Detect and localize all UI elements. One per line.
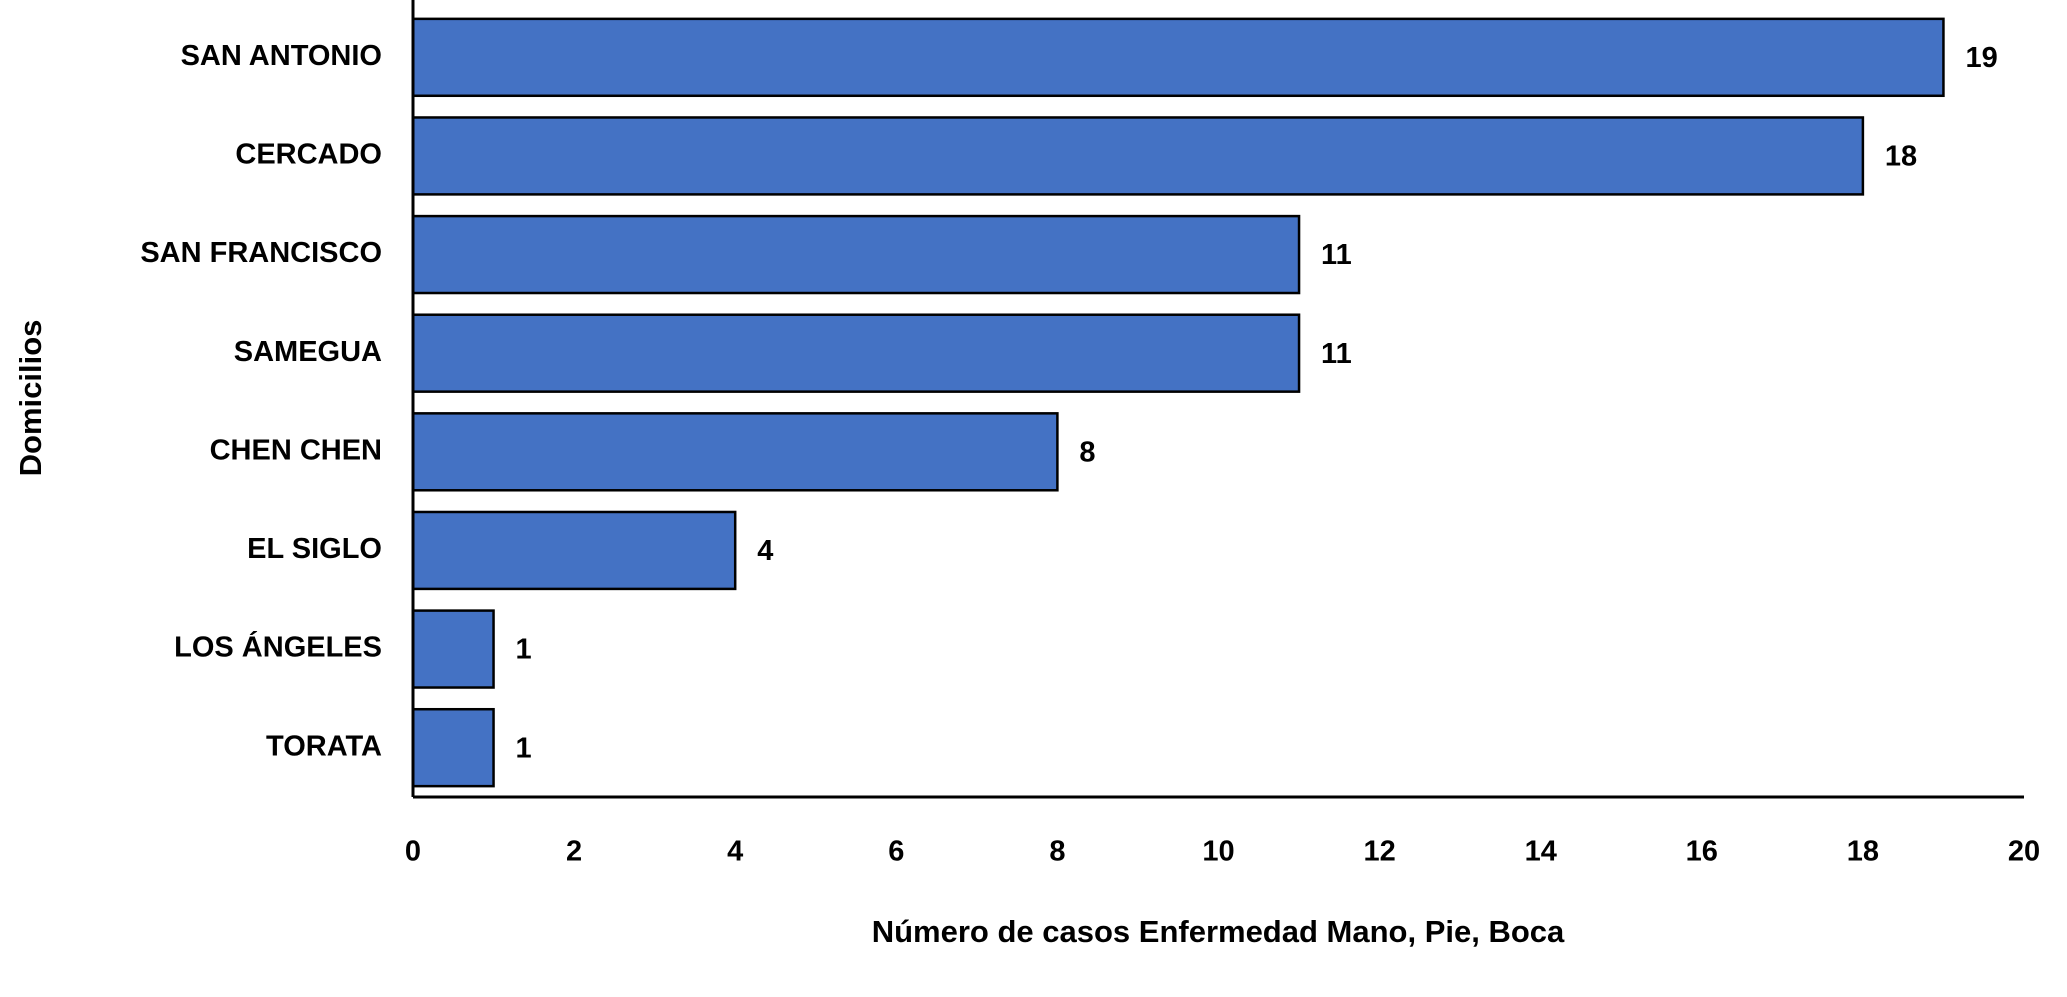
bar (411, 116, 1865, 196)
x-tick-label: 6 (888, 836, 904, 868)
bar (411, 313, 1301, 393)
y-axis-title: Domicilios (13, 320, 48, 477)
x-tick-label: 0 (405, 836, 421, 868)
bar (411, 510, 737, 591)
bar (411, 214, 1301, 295)
data-label: 8 (1079, 436, 1095, 468)
y-tick-label: TORATA (266, 730, 382, 762)
x-tick-label: 10 (1202, 836, 1234, 868)
data-label: 1 (516, 634, 532, 666)
y-tick-label: SAMEGUA (234, 336, 382, 368)
bar (411, 17, 1945, 98)
data-label: 1 (516, 732, 532, 764)
x-tick-label: 18 (1847, 836, 1879, 868)
data-label: 11 (1321, 239, 1352, 271)
x-axis-title: Número de casos Enfermedad Mano, Pie, Bo… (872, 914, 1565, 949)
y-tick-label: SAN ANTONIO (181, 40, 382, 72)
bar (411, 609, 495, 689)
x-tick-label: 14 (1525, 836, 1557, 868)
data-label: 18 (1885, 141, 1917, 173)
x-tick-label: 4 (727, 836, 743, 868)
x-tick-label: 12 (1363, 836, 1395, 868)
x-tick-label: 20 (2008, 836, 2040, 868)
data-label: 11 (1321, 338, 1352, 370)
bar (411, 707, 495, 788)
x-tick-label: 2 (566, 836, 582, 868)
y-tick-label: CERCADO (235, 139, 382, 171)
y-tick-label: SAN FRANCISCO (140, 237, 382, 269)
y-tick-label: LOS ÁNGELES (174, 630, 382, 664)
x-tick-label: 16 (1686, 836, 1718, 868)
data-label: 19 (1965, 42, 1997, 74)
bar (411, 412, 1059, 492)
y-tick-label: EL SIGLO (247, 533, 382, 565)
x-tick-label: 8 (1049, 836, 1065, 868)
y-tick-label: CHEN CHEN (210, 434, 382, 466)
data-label: 4 (757, 535, 773, 567)
